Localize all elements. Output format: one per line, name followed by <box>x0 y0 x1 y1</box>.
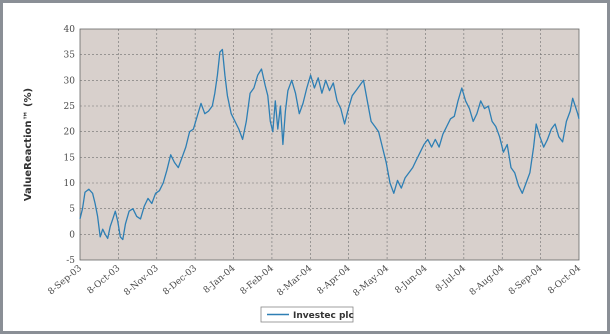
y-tick-label: 30 <box>64 76 76 86</box>
x-tick-label: 8-Jan-04 <box>202 263 238 295</box>
x-tick-label: 8-Apr-04 <box>316 263 353 296</box>
y-tick-label: 25 <box>64 102 76 112</box>
series-line-investec-plc <box>79 48 580 241</box>
y-tick-label: 15 <box>64 153 76 163</box>
chart: -5 0 5 10 15 20 25 30 35 40 8-Sep-03 8-Oct-03 8-Nov… <box>23 25 583 323</box>
plot-area <box>79 28 580 261</box>
x-tick-label: 8-Jun-04 <box>393 263 429 296</box>
y-tick-label: -5 <box>66 256 75 266</box>
x-tick-label: 8-May-04 <box>352 263 392 298</box>
legend-label: Investec plc <box>293 311 354 321</box>
y-tick-label: 20 <box>64 128 76 138</box>
x-tick-label: 8-Sep-04 <box>507 263 545 297</box>
x-tick-label: 8-Oct-03 <box>86 263 123 296</box>
y-tick-label: 0 <box>69 230 75 240</box>
x-axis-ticks: 8-Sep-03 8-Oct-03 8-Nov-03 8-Dec-03 8-Jan-04… <box>46 263 583 298</box>
y-tick-label: 40 <box>64 25 76 35</box>
y-tick-label: 5 <box>69 205 75 215</box>
x-tick-label: 8-Jul-04 <box>434 263 468 294</box>
y-tick-label: 10 <box>64 179 76 189</box>
legend: Investec plc <box>260 306 354 323</box>
x-tick-label: 8-Sep-03 <box>46 263 84 297</box>
x-tick-label: 8-Oct-04 <box>546 263 583 296</box>
x-tick-label: 8-Dec-03 <box>161 263 199 297</box>
y-tick-label: 35 <box>64 51 76 61</box>
x-tick-label: 8-Feb-04 <box>239 263 276 297</box>
gridlines <box>80 29 579 260</box>
x-tick-label: 8-Nov-03 <box>122 263 161 298</box>
x-tick-label: 8-Mar-04 <box>276 263 315 298</box>
y-axis-ticks: -5 0 5 10 15 20 25 30 35 40 <box>64 25 76 266</box>
legend-box <box>260 306 354 323</box>
y-axis-label: ValueReaction™ (%) <box>23 88 34 201</box>
x-tick-label: 8-Aug-04 <box>468 263 506 297</box>
